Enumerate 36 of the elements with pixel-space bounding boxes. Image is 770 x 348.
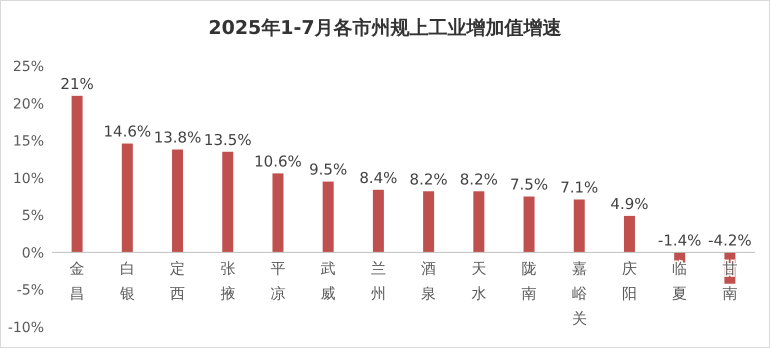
x-tick-label: 平凉 [270, 259, 286, 302]
data-label: 8.4% [359, 168, 398, 187]
y-tick-label: 0% [22, 245, 44, 262]
x-tick-label: 酒泉 [421, 259, 436, 302]
x-tick-label: 兰州 [370, 259, 386, 302]
data-label: 21% [60, 74, 94, 93]
data-label: 4.9% [610, 194, 649, 213]
y-tick-label: -5% [16, 282, 44, 299]
data-label: 14.6% [103, 122, 152, 141]
y-tick-label: 5% [22, 208, 44, 224]
data-label: 8.2% [410, 170, 448, 188]
x-tick-label: 白银 [118, 259, 135, 302]
data-label: 13.5% [204, 130, 252, 149]
data-label: 9.5% [309, 160, 348, 179]
x-tick-label: 金昌 [70, 259, 85, 302]
data-label: 7.5% [510, 176, 548, 194]
data-label: 7.1% [560, 178, 598, 196]
x-tick-label: 定西 [170, 259, 186, 302]
x-tick-label: 庆阳 [622, 259, 637, 302]
x-tick-label: 武威 [320, 259, 336, 302]
y-tick-label: 10% [12, 170, 44, 187]
data-label: 8.2% [460, 170, 498, 188]
y-tick-label: 15% [12, 134, 44, 150]
chart-title: 2025年1-7月各市州规上工业增加值增速 [208, 17, 562, 39]
y-tick-label: 25% [12, 59, 44, 75]
x-tick-label: 张掖 [220, 259, 236, 302]
data-label: 10.6% [254, 152, 302, 170]
data-label: -1.4% [658, 231, 702, 250]
x-tick-label: 嘉峪关 [572, 259, 587, 328]
x-tick-label: 陇南 [522, 259, 537, 302]
x-tick-label: 临夏 [672, 259, 688, 302]
data-label: -4.2% [708, 231, 752, 250]
data-label: 13.8% [154, 128, 202, 147]
y-tick-label: -10% [8, 320, 44, 336]
y-tick-label: 20% [12, 96, 44, 112]
x-tick-label: 天水 [471, 259, 486, 302]
